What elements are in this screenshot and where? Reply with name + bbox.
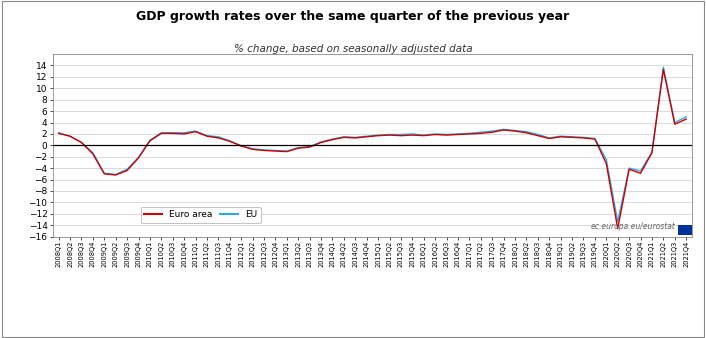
EU [54, 131, 63, 135]
Euro area [408, 133, 417, 137]
Line: EU: EU [59, 67, 686, 222]
EU [682, 115, 690, 119]
Euro area [534, 134, 542, 138]
EU [443, 132, 451, 137]
EU [282, 149, 291, 153]
EU [534, 132, 542, 137]
Text: GDP growth rates over the same quarter of the previous year: GDP growth rates over the same quarter o… [136, 10, 570, 23]
FancyBboxPatch shape [678, 225, 692, 235]
Euro area [443, 133, 451, 137]
Euro area [465, 132, 474, 136]
EU [659, 65, 668, 69]
Line: Euro area: Euro area [59, 70, 686, 228]
Euro area [54, 131, 63, 136]
EU [465, 131, 474, 136]
EU [614, 220, 622, 224]
Euro area [66, 134, 74, 138]
Text: % change, based on seasonally adjusted data: % change, based on seasonally adjusted d… [234, 44, 472, 54]
EU [66, 134, 74, 138]
Legend: Euro area, EU: Euro area, EU [140, 207, 261, 223]
Euro area [682, 117, 690, 121]
EU [408, 132, 417, 136]
Euro area [282, 150, 291, 154]
Euro area [614, 226, 622, 231]
Text: ec.europa.eu/eurostat: ec.europa.eu/eurostat [591, 222, 676, 231]
Euro area [659, 68, 668, 72]
